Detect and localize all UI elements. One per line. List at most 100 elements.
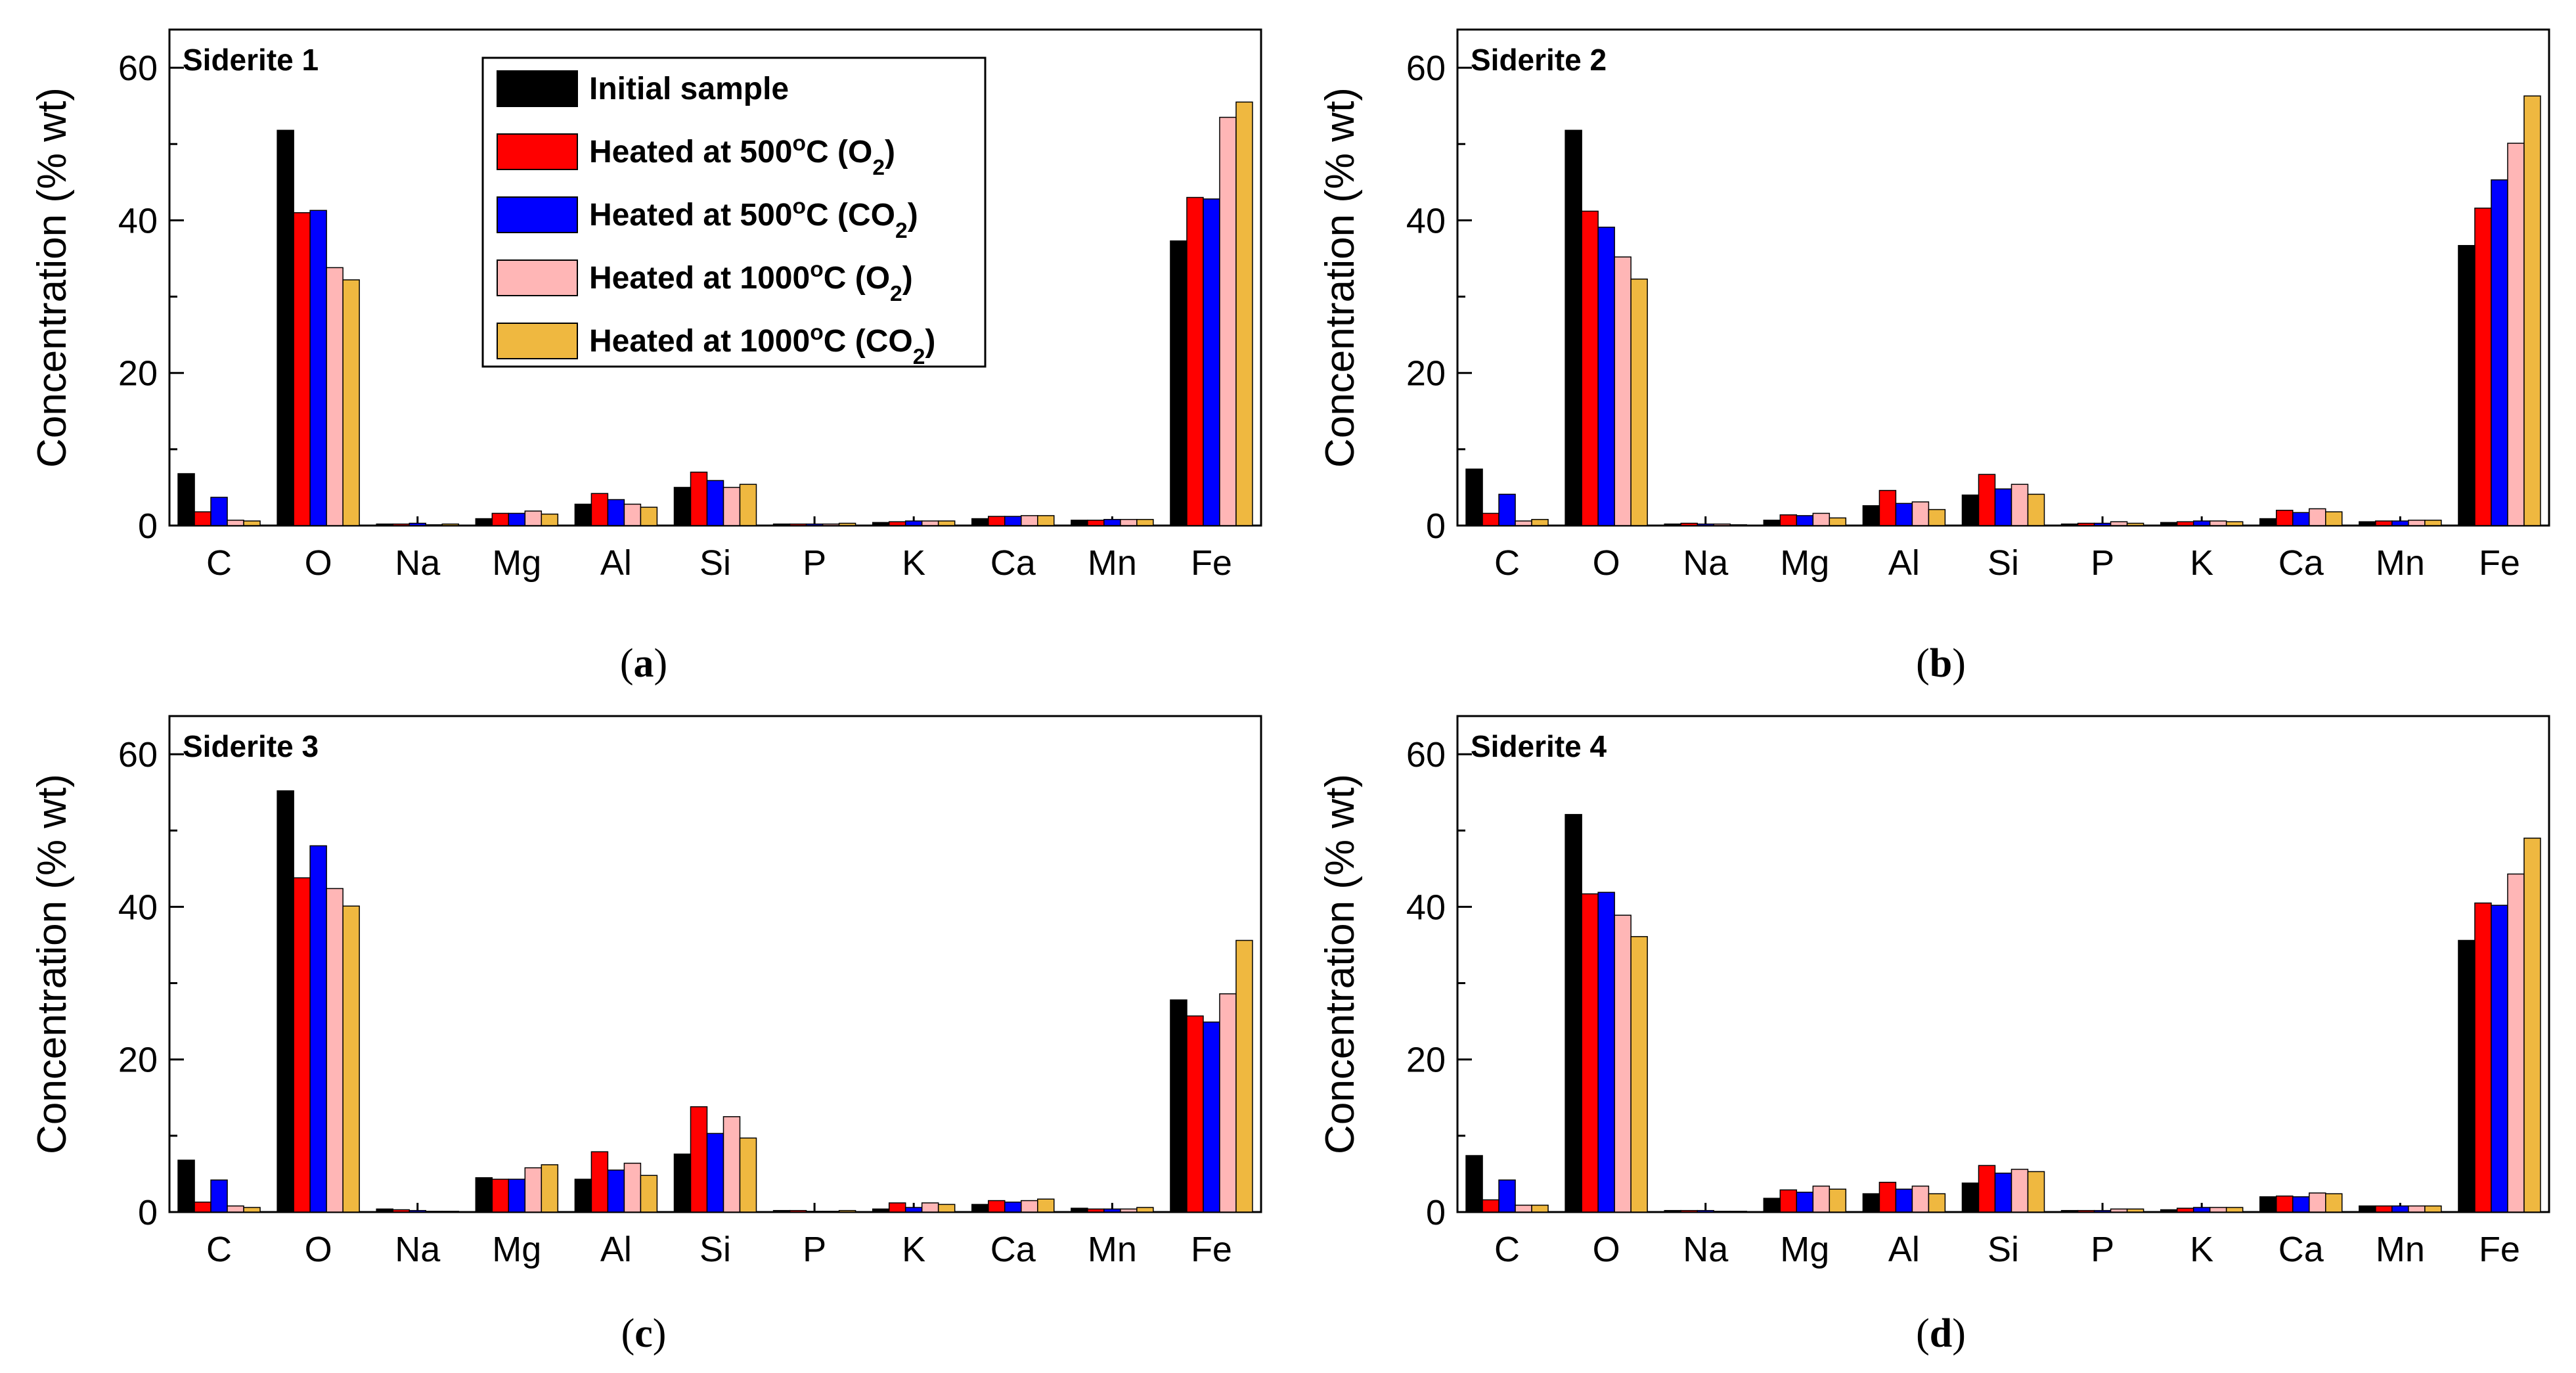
bar-fe-series-1 xyxy=(1186,1015,1204,1213)
x-tick-label: Ca xyxy=(990,1230,1036,1269)
bar-p-series-4 xyxy=(838,1209,856,1213)
bar-k-series-4 xyxy=(937,520,956,526)
bar-al-series-2 xyxy=(1895,503,1913,526)
bar-fe-series-2 xyxy=(2491,905,2508,1213)
bar-k-series-0 xyxy=(2160,522,2178,526)
bar-al-series-0 xyxy=(574,1179,592,1213)
bar-mn-series-0 xyxy=(2359,1205,2376,1213)
bar-p-series-3 xyxy=(2110,521,2128,526)
bar-mn-series-2 xyxy=(1103,1208,1121,1213)
bar-si-series-2 xyxy=(1994,488,2012,526)
chart-siderite-1: 0 20 40 60 Concentration (% wt) Siderite 1 C O N… xyxy=(30,28,1262,583)
bar-ca-series-1 xyxy=(2276,1195,2294,1213)
bar-fe-series-0 xyxy=(2458,244,2476,526)
bar-fe-series-4 xyxy=(1235,939,1253,1213)
x-tick-label: O xyxy=(305,543,332,583)
x-tick-label: Ca xyxy=(2278,543,2324,583)
bar-na-series-4 xyxy=(1729,524,1747,526)
panel-title: Siderite 4 xyxy=(1471,729,1607,763)
bar-si-series-0 xyxy=(673,487,692,526)
bar-ca-series-4 xyxy=(1037,515,1055,526)
y-tick-label: 0 xyxy=(138,506,158,546)
x-tick-label: C xyxy=(206,543,232,583)
y-tick-label: 60 xyxy=(118,49,158,88)
bar-mn-series-3 xyxy=(1120,518,1138,526)
bar-mn-series-1 xyxy=(1087,520,1105,526)
bar-ca-series-1 xyxy=(988,1200,1006,1213)
bar-al-series-4 xyxy=(1928,508,1946,526)
bar-mg-series-2 xyxy=(508,512,526,526)
bar-fe-series-1 xyxy=(2474,208,2492,526)
caption-a: (a) xyxy=(619,641,668,686)
bar-al-series-2 xyxy=(1895,1188,1913,1213)
x-tick-label: P xyxy=(2091,1230,2114,1269)
bar-o-series-2 xyxy=(309,845,327,1213)
bar-k-series-1 xyxy=(888,1202,906,1213)
legend-swatch xyxy=(497,70,578,107)
y-tick-label: 40 xyxy=(1406,201,1446,240)
bar-si-series-2 xyxy=(1994,1173,2012,1213)
bar-si-series-3 xyxy=(2010,1169,2029,1213)
bar-al-series-4 xyxy=(640,1175,658,1213)
legend-swatch xyxy=(497,133,578,170)
bar-si-series-1 xyxy=(1978,1165,1996,1213)
bar-na-series-0 xyxy=(1664,1209,1681,1213)
bar-fe-series-2 xyxy=(1203,198,1220,526)
bar-al-series-2 xyxy=(607,1169,625,1213)
x-tick-label: P xyxy=(803,543,826,583)
bar-na-series-4 xyxy=(441,523,459,526)
bar-mn-series-4 xyxy=(1136,1207,1154,1213)
bar-k-series-1 xyxy=(2176,521,2194,526)
legend-swatch xyxy=(497,196,578,233)
bar-c-series-4 xyxy=(1531,518,1549,526)
bar-k-series-3 xyxy=(921,1202,939,1213)
bar-ca-series-4 xyxy=(2325,511,2343,526)
bar-si-series-1 xyxy=(690,471,708,526)
bar-c-series-3 xyxy=(1515,520,1532,526)
bar-mn-series-4 xyxy=(2424,1205,2442,1213)
bar-o-series-2 xyxy=(309,210,327,526)
bar-fe-series-0 xyxy=(1170,240,1188,526)
bar-si-series-1 xyxy=(1978,474,1996,526)
bar-k-series-3 xyxy=(2209,520,2227,526)
bar-na-series-2 xyxy=(409,522,426,526)
bar-na-series-3 xyxy=(425,524,443,526)
y-tick-label: 20 xyxy=(118,1041,158,1080)
bar-ca-series-0 xyxy=(971,1204,989,1213)
bar-na-series-2 xyxy=(1697,1209,1714,1213)
x-tick-label: Al xyxy=(600,1230,632,1269)
bar-mg-series-2 xyxy=(508,1179,526,1213)
bar-k-series-2 xyxy=(2192,1207,2211,1213)
bar-fe-series-0 xyxy=(2458,939,2476,1213)
bar-na-series-2 xyxy=(1697,523,1714,526)
bar-al-series-2 xyxy=(607,499,625,526)
bar-fe-series-4 xyxy=(2523,838,2541,1213)
bar-na-series-1 xyxy=(1680,522,1698,526)
panel-siderite-4: 0 20 40 60 Concentration (% wt) Siderite 4 C O N… xyxy=(1288,686,2576,1373)
bar-p-series-4 xyxy=(838,522,856,526)
bar-fe-series-4 xyxy=(1235,101,1253,526)
bar-na-series-0 xyxy=(1664,523,1681,526)
bar-mn-series-2 xyxy=(2391,520,2409,526)
bar-ca-series-0 xyxy=(971,518,989,526)
bar-p-series-4 xyxy=(2126,522,2144,526)
bar-c-series-4 xyxy=(243,520,261,526)
bar-o-series-0 xyxy=(1565,129,1582,526)
bar-ca-series-3 xyxy=(2309,508,2326,526)
bar-al-series-3 xyxy=(1911,1185,1930,1213)
bar-si-series-4 xyxy=(2027,493,2045,526)
legend-swatch xyxy=(497,323,578,359)
y-axis-label: Concentration (% wt) xyxy=(1318,87,1363,468)
bar-o-series-0 xyxy=(277,790,294,1213)
bar-fe-series-4 xyxy=(2523,95,2541,526)
bar-k-series-2 xyxy=(2192,520,2211,526)
bar-p-series-1 xyxy=(789,523,807,526)
x-tick-label: Fe xyxy=(2479,543,2520,583)
caption-letter: d xyxy=(1929,1311,1953,1356)
caption-letter: b xyxy=(1929,641,1953,686)
bar-mg-series-1 xyxy=(491,1179,510,1213)
bar-mn-series-0 xyxy=(1071,520,1088,526)
bar-na-series-1 xyxy=(1680,1209,1698,1213)
bar-c-series-1 xyxy=(1482,1199,1499,1213)
legend-label: Heated at 500oC (O2) xyxy=(589,131,895,180)
